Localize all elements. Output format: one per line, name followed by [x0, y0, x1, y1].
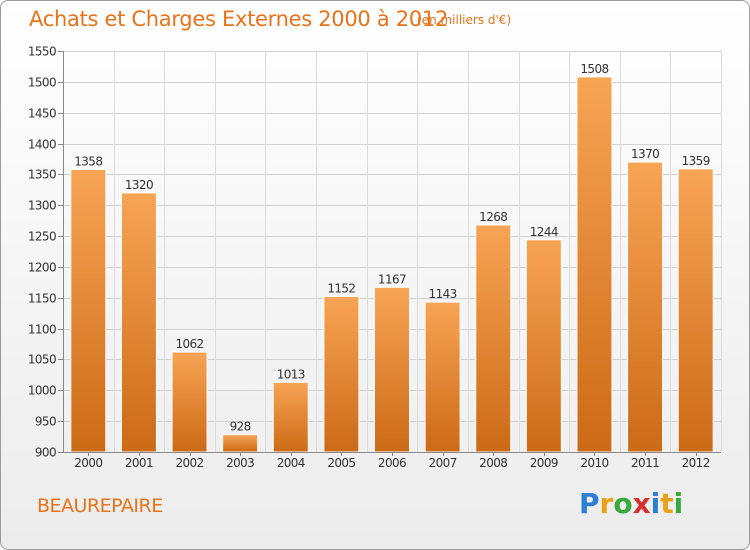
x-tick-label: 2008 [479, 456, 507, 470]
x-tick-label: 2011 [631, 456, 659, 470]
y-tick-label: 1300 [28, 199, 56, 213]
logo-letter: i [673, 487, 684, 520]
data-label: 1244 [530, 225, 558, 239]
y-tick-label: 950 [35, 415, 56, 429]
y-tick-label: 1200 [28, 261, 56, 275]
data-label: 1370 [631, 147, 659, 161]
x-tick-label: 2005 [327, 456, 355, 470]
bar[interactable] [323, 296, 360, 453]
bar[interactable] [171, 351, 208, 453]
y-tick-label: 1550 [28, 45, 56, 59]
x-tick-label: 2003 [226, 456, 254, 470]
proxiti-logo: Proxiti [579, 487, 683, 520]
bar[interactable] [627, 161, 664, 453]
y-tick-label: 1250 [28, 230, 56, 244]
x-tick-label: 2009 [530, 456, 558, 470]
data-label: 1268 [479, 210, 507, 224]
logo-letter: i [650, 487, 661, 520]
bar[interactable] [120, 192, 157, 453]
data-label: 1013 [277, 367, 305, 381]
y-tick-label: 1350 [28, 168, 56, 182]
x-tick-label: 2001 [125, 456, 153, 470]
bar[interactable] [272, 381, 309, 453]
y-tick-label: 1050 [28, 353, 56, 367]
bar[interactable] [677, 168, 714, 453]
bar[interactable] [70, 168, 107, 453]
data-label: 1358 [74, 154, 102, 168]
data-label: 1167 [378, 272, 406, 286]
x-tick-label: 2012 [682, 456, 710, 470]
data-label: 1320 [125, 178, 153, 192]
x-tick-label: 2007 [429, 456, 457, 470]
logo-letter: t [660, 487, 674, 520]
bar[interactable] [424, 301, 461, 453]
y-tick-label: 1150 [28, 292, 56, 306]
x-tick-label: 2006 [378, 456, 406, 470]
x-tick-label: 2000 [74, 456, 102, 470]
logo-letter: P [579, 487, 600, 520]
logo-letter: r [599, 487, 614, 520]
y-tick-label: 1500 [28, 76, 56, 90]
bar[interactable] [525, 239, 562, 453]
data-label: 1143 [429, 287, 457, 301]
data-label: 928 [230, 420, 251, 434]
logo-letter: o [613, 487, 633, 520]
y-tick-label: 1450 [28, 107, 56, 121]
logo-letter: x [632, 487, 651, 520]
data-label: 1062 [175, 337, 203, 351]
location-label: BEAUREPAIRE [37, 495, 163, 517]
y-tick-label: 900 [35, 446, 56, 460]
x-tick-label: 2004 [277, 456, 305, 470]
chart-title: Achats et Charges Externes 2000 à 2012 [29, 7, 449, 31]
y-tick-label: 1000 [28, 384, 56, 398]
bar[interactable] [374, 286, 410, 453]
chart-subtitle: (en milliers d'€) [417, 13, 512, 27]
y-tick-label: 1400 [28, 138, 56, 152]
bar[interactable] [475, 224, 512, 453]
x-tick-label: 2010 [580, 456, 608, 470]
bar[interactable] [222, 434, 259, 453]
y-tick-label: 1100 [28, 323, 56, 337]
data-label: 1152 [327, 282, 355, 296]
bar[interactable] [576, 76, 613, 453]
data-label: 1508 [580, 62, 608, 76]
x-tick-label: 2002 [175, 456, 203, 470]
data-label: 1359 [682, 154, 710, 168]
